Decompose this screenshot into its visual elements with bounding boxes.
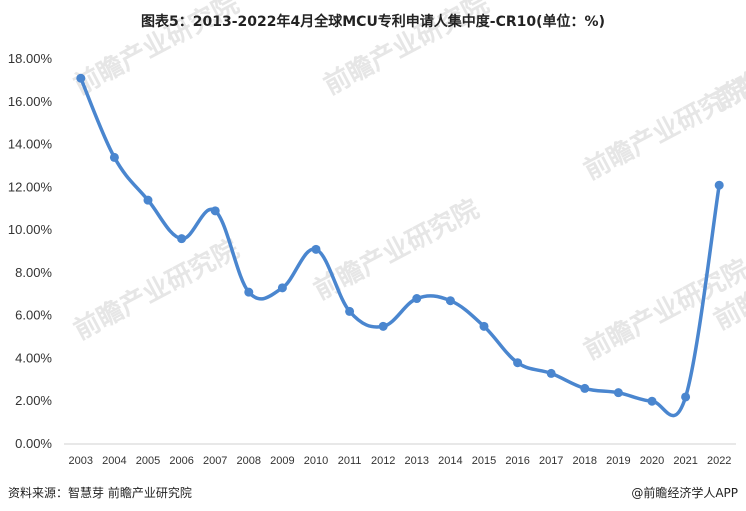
x-tick-label: 2013 <box>405 455 429 467</box>
data-point <box>479 321 489 331</box>
x-tick-label: 2020 <box>640 455 664 467</box>
data-point <box>681 392 691 402</box>
y-tick-label: 6.00% <box>15 308 52 323</box>
y-tick-label: 4.00% <box>15 350 52 365</box>
brand-credit: @前瞻经济学人APP <box>631 485 738 500</box>
data-point <box>580 383 590 393</box>
data-point <box>177 234 187 244</box>
x-tick-label: 2016 <box>505 455 529 467</box>
data-point <box>714 180 724 190</box>
watermark-text: 前瞻产业研究院 <box>69 233 244 346</box>
data-point <box>244 287 254 297</box>
source-note: 资料来源：智慧芽 前瞻产业研究院 <box>8 485 192 500</box>
x-tick-label: 2012 <box>371 455 395 467</box>
data-point <box>613 388 623 398</box>
series-line <box>79 76 721 418</box>
data-point <box>277 283 287 293</box>
y-tick-label: 2.00% <box>15 393 52 408</box>
chart-title: 图表5：2013-2022年4月全球MCU专利申请人集中度-CR10(单位：%) <box>141 13 605 30</box>
x-axis: 2003 2004 2005 2006 2007 2008 2009 2010 2011 2012… <box>69 455 732 467</box>
data-point <box>311 244 321 254</box>
data-point <box>76 73 86 83</box>
x-tick-label: 2006 <box>169 455 193 467</box>
x-tick-label: 2011 <box>338 455 362 467</box>
watermark-text: 前瞻产业研究院 <box>309 193 484 306</box>
y-tick-label: 18.00% <box>8 51 53 66</box>
data-point <box>412 294 422 304</box>
watermark-text: 前瞻产业研究院 <box>709 3 746 116</box>
data-point <box>513 358 523 368</box>
data-point <box>345 306 355 316</box>
data-points <box>76 73 724 406</box>
x-tick-label: 2009 <box>270 455 294 467</box>
x-tick-label: 2007 <box>203 455 227 467</box>
x-tick-label: 2008 <box>237 455 261 467</box>
x-tick-label: 2022 <box>707 455 731 467</box>
y-tick-label: 10.00% <box>8 222 53 237</box>
data-point <box>143 195 153 205</box>
data-point <box>109 152 119 162</box>
data-point <box>210 206 220 216</box>
x-tick-label: 2014 <box>438 455 462 467</box>
x-tick-label: 2010 <box>304 455 328 467</box>
data-point <box>378 321 388 331</box>
x-tick-label: 2018 <box>573 455 597 467</box>
y-tick-label: 14.00% <box>8 137 53 152</box>
y-tick-label: 8.00% <box>15 265 52 280</box>
x-tick-label: 2003 <box>69 455 93 467</box>
x-tick-label: 2021 <box>673 455 697 467</box>
x-tick-label: 2005 <box>136 455 160 467</box>
y-tick-label: 12.00% <box>8 179 53 194</box>
x-tick-label: 2017 <box>539 455 563 467</box>
data-point <box>445 296 455 306</box>
y-axis: 0.00% 2.00% 4.00% 6.00% 8.00% 10.00% 12.00% 14.… <box>8 51 53 451</box>
x-tick-label: 2015 <box>472 455 496 467</box>
data-point <box>647 396 657 406</box>
x-tick-label: 2019 <box>606 455 630 467</box>
y-tick-label: 16.00% <box>8 94 53 109</box>
y-tick-label: 0.00% <box>15 436 52 451</box>
x-tick-label: 2004 <box>102 455 126 467</box>
data-point <box>546 368 556 378</box>
